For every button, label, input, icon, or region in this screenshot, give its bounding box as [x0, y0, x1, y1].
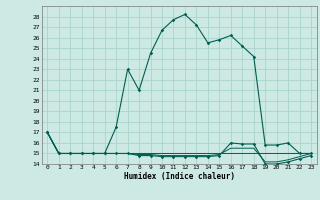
X-axis label: Humidex (Indice chaleur): Humidex (Indice chaleur): [124, 172, 235, 181]
